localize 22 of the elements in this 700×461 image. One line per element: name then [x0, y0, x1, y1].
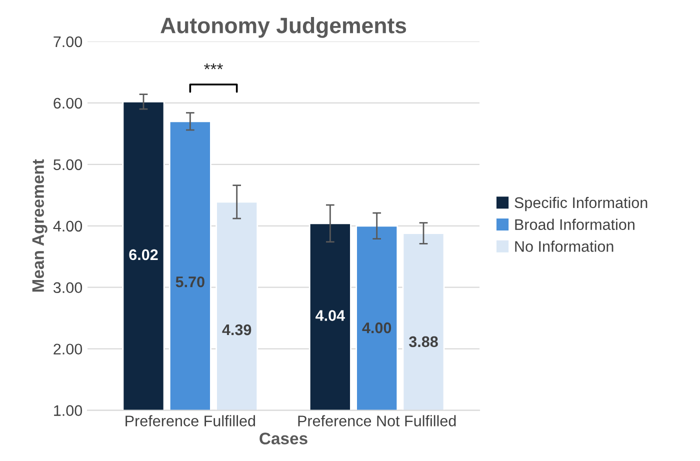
x-axis-title: Cases	[260, 432, 308, 444]
data-label: 4.39	[222, 324, 252, 336]
y-tick-label: 5.00	[54, 159, 82, 170]
legend-label: Specific Information	[514, 196, 648, 212]
data-label: 6.02	[129, 249, 158, 260]
chart-title: Autonomy Judgements	[160, 17, 406, 38]
x-tick-label: Preference Not Fulfilled	[298, 415, 456, 426]
data-label: 5.70	[176, 276, 204, 288]
data-label: 4.04	[316, 310, 345, 321]
y-tick-label: 7.00	[54, 36, 82, 48]
annotation: ***	[204, 63, 223, 70]
x-tick-label: Preference Fulfilled	[126, 415, 255, 426]
data-label: 4.00	[362, 322, 392, 334]
y-tick-label: 3.00	[53, 282, 82, 294]
y-tick-label: 4.00	[53, 220, 82, 232]
y-tick-label: 2.00	[54, 344, 82, 355]
legend-label: Broad Information	[515, 218, 634, 230]
y-tick-label: 6.00	[54, 98, 82, 109]
legend-label: No Information	[515, 240, 614, 252]
y-axis-title: Mean Agreement	[32, 159, 48, 292]
y-tick-label: 1.00	[54, 405, 82, 416]
data-label: 3.88	[408, 336, 438, 348]
